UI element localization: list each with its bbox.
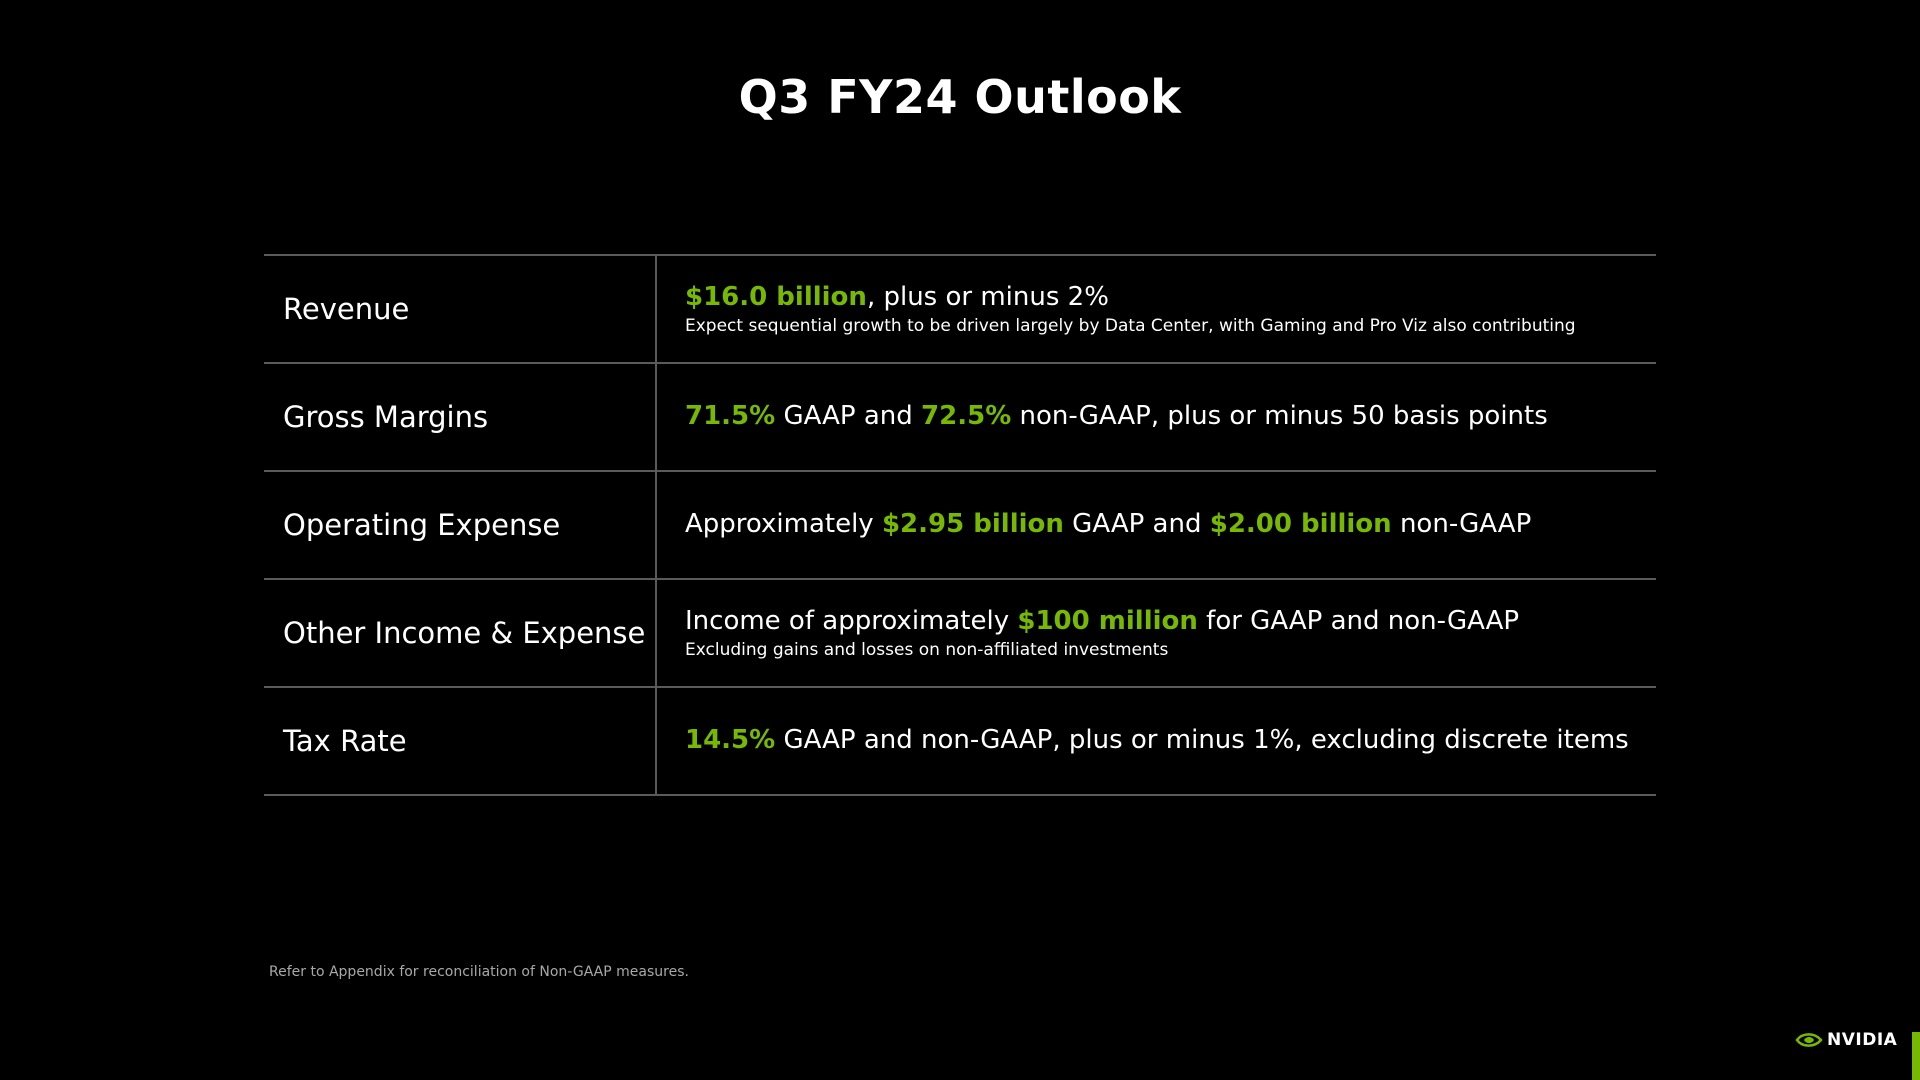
highlight-value: $100 million: [1017, 606, 1198, 637]
row-label: Gross Margins: [264, 364, 657, 470]
nvidia-eye-icon: [1795, 1033, 1823, 1047]
row-value: $16.0 billion, plus or minus 2% Expect s…: [657, 256, 1656, 362]
accent-bar: [1912, 1032, 1920, 1080]
value-text: for GAAP and non-GAAP: [1197, 606, 1520, 637]
logo-text: NVIDIA: [1827, 1030, 1898, 1050]
nvidia-logo: NVIDIA: [1795, 1030, 1897, 1050]
row-label: Operating Expense: [264, 472, 657, 578]
value-text: Income of approximately: [685, 606, 1018, 637]
row-label: Tax Rate: [264, 688, 657, 794]
highlight-value: $2.95 billion: [881, 509, 1064, 540]
row-main-text: Income of approximately $100 million for…: [685, 606, 1656, 637]
highlight-value: 14.5%: [685, 725, 776, 756]
value-text: non-GAAP: [1391, 509, 1532, 540]
table-row: Tax Rate 14.5% GAAP and non-GAAP, plus o…: [264, 688, 1656, 796]
row-value: 14.5% GAAP and non-GAAP, plus or minus 1…: [657, 688, 1656, 794]
value-text: GAAP and non-GAAP, plus or minus 1%, exc…: [775, 725, 1629, 756]
highlight-value: $2.00 billion: [1209, 509, 1392, 540]
value-text: non-GAAP, plus or minus 50 basis points: [1011, 401, 1548, 432]
highlight-value: 72.5%: [921, 401, 1012, 432]
table-row: Revenue $16.0 billion, plus or minus 2% …: [264, 256, 1656, 364]
row-main-text: 14.5% GAAP and non-GAAP, plus or minus 1…: [685, 725, 1656, 756]
table-row: Other Income & Expense Income of approxi…: [264, 580, 1656, 688]
outlook-table: Revenue $16.0 billion, plus or minus 2% …: [264, 254, 1656, 796]
row-label: Other Income & Expense: [264, 580, 657, 686]
row-main-text: $16.0 billion, plus or minus 2%: [685, 282, 1656, 313]
row-subtext: Expect sequential growth to be driven la…: [685, 315, 1576, 336]
row-value: Income of approximately $100 million for…: [657, 580, 1656, 686]
table-row: Gross Margins 71.5% GAAP and 72.5% non-G…: [264, 364, 1656, 472]
row-label: Revenue: [264, 256, 657, 362]
value-text: , plus or minus 2%: [866, 282, 1109, 313]
row-main-text: 71.5% GAAP and 72.5% non-GAAP, plus or m…: [685, 401, 1656, 432]
highlight-value: 71.5%: [685, 401, 776, 432]
value-text: GAAP and: [1063, 509, 1210, 540]
footnote: Refer to Appendix for reconciliation of …: [269, 964, 689, 980]
highlight-value: $16.0 billion: [685, 282, 867, 313]
row-value: 71.5% GAAP and 72.5% non-GAAP, plus or m…: [657, 364, 1656, 470]
value-text: Approximately: [685, 509, 882, 540]
row-subtext: Excluding gains and losses on non-affili…: [685, 639, 1169, 660]
value-text: GAAP and: [775, 401, 922, 432]
row-value: Approximately $2.95 billion GAAP and $2.…: [657, 472, 1656, 578]
row-main-text: Approximately $2.95 billion GAAP and $2.…: [685, 509, 1656, 540]
table-row: Operating Expense Approximately $2.95 bi…: [264, 472, 1656, 580]
page-title: Q3 FY24 Outlook: [738, 70, 1182, 124]
